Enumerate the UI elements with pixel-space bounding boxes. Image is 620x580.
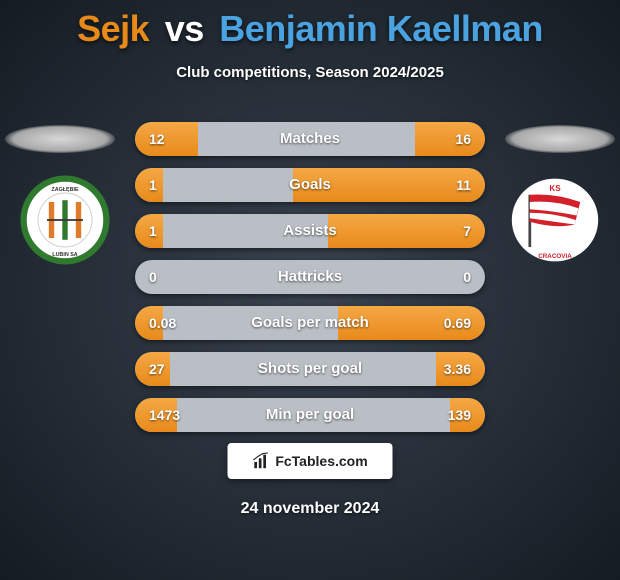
shadow-right (505, 125, 615, 153)
stat-row: Matches12 16 (135, 122, 485, 156)
stat-value-left: 1473 (149, 398, 180, 432)
stat-value-right: 3.36 (444, 352, 471, 386)
stat-label: Hattricks (135, 260, 485, 294)
stat-row: Min per goal1473 139 (135, 398, 485, 432)
crest-right: KS CRACOVIA (505, 175, 605, 265)
stat-value-right: 7 (463, 214, 471, 248)
svg-text:KS: KS (549, 184, 561, 193)
cracovia-crest-icon: KS CRACOVIA (505, 175, 605, 265)
subtitle: Club competitions, Season 2024/2025 (0, 64, 620, 81)
footer-site-text: FcTables.com (275, 453, 367, 469)
zaglebie-crest-icon: ZAGŁĘBIE LUBIN SA (15, 175, 115, 265)
player-left-name: Sejk (77, 8, 149, 49)
date-text: 24 november 2024 (0, 500, 620, 518)
stat-value-right: 16 (455, 122, 471, 156)
stat-value-left: 0.08 (149, 306, 176, 340)
player-right-name: Benjamin Kaellman (219, 8, 543, 49)
stat-label: Goals (135, 168, 485, 202)
svg-text:LUBIN SA: LUBIN SA (52, 252, 77, 258)
footer-badge[interactable]: FcTables.com (228, 443, 393, 479)
stat-value-left: 1 (149, 214, 157, 248)
stat-label: Min per goal (135, 398, 485, 432)
stat-label: Shots per goal (135, 352, 485, 386)
stat-value-left: 12 (149, 122, 165, 156)
stat-value-left: 1 (149, 168, 157, 202)
stat-row: Goals111 (135, 168, 485, 202)
shadow-left (5, 125, 115, 153)
stat-row: Assists1 7 (135, 214, 485, 248)
stat-value-left: 0 (149, 260, 157, 294)
stat-label: Assists (135, 214, 485, 248)
stat-label: Goals per match (135, 306, 485, 340)
stat-value-right: 11 (456, 168, 471, 202)
vs-text: vs (165, 8, 204, 49)
svg-text:CRACOVIA: CRACOVIA (538, 253, 572, 260)
page-title: Sejk vs Benjamin Kaellman (0, 0, 620, 50)
crest-left: ZAGŁĘBIE LUBIN SA (15, 175, 115, 265)
stat-value-right: 0.69 (444, 306, 471, 340)
stat-value-right: 139 (448, 398, 471, 432)
stat-row: Shots per goal27 3.36 (135, 352, 485, 386)
stat-value-left: 27 (149, 352, 165, 386)
stat-row: Hattricks0 0 (135, 260, 485, 294)
stat-label: Matches (135, 122, 485, 156)
stats-container: Matches1216Goals111Assists17Hattricks00G… (135, 122, 485, 444)
stat-value-right: 0 (463, 260, 471, 294)
bar-chart-icon (252, 452, 270, 470)
svg-text:ZAGŁĘBIE: ZAGŁĘBIE (51, 187, 79, 193)
stat-row: Goals per match0.08 0.69 (135, 306, 485, 340)
